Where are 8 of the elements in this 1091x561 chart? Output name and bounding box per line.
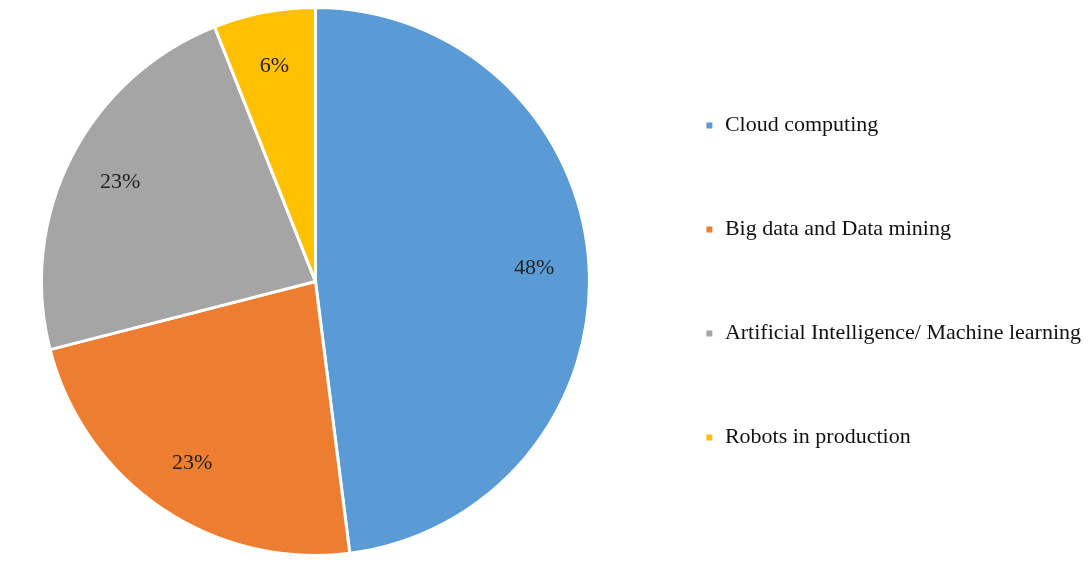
legend-label: Big data and Data mining [724,215,951,241]
data-label: 48% [514,253,555,279]
data-label: 6% [259,51,290,77]
data-label: 23% [172,448,213,474]
legend-label: Cloud computing [724,111,879,137]
legend-label: Robots in production [724,423,911,449]
legend-label: Artificial Intelligence/ Machine learning [724,319,1081,345]
data-label: 23% [99,167,141,193]
